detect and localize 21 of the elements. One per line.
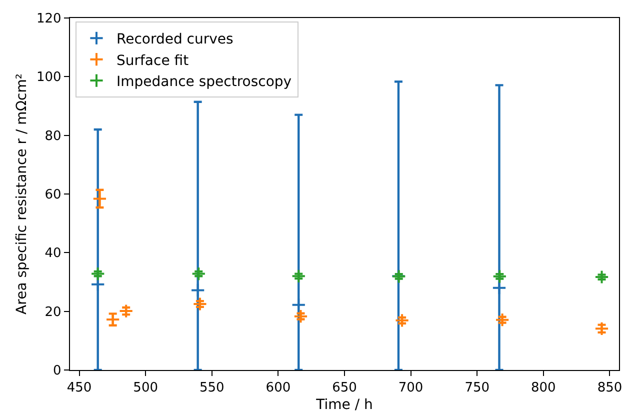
x-tick-label: 550 <box>199 380 224 396</box>
y-tick-label: 0 <box>53 364 62 379</box>
x-axis-title: Time / h <box>315 397 373 413</box>
x-tick-label: 750 <box>464 380 490 396</box>
x-tick-label: 800 <box>530 380 556 396</box>
y-tick-label: 100 <box>36 70 62 86</box>
x-tick-label: 700 <box>398 380 424 396</box>
y-tick-label: 80 <box>44 128 62 144</box>
y-tick-label: 20 <box>44 304 62 320</box>
legend-label: Recorded curves <box>116 32 234 48</box>
x-tick-label: 450 <box>66 380 92 396</box>
y-axis-title: Area specific resistance r / mΩcm² <box>14 74 30 314</box>
y-tick-label: 60 <box>44 188 62 203</box>
legend-label: Impedance spectroscopy <box>116 74 292 90</box>
legend-label: Surface fit <box>116 52 190 69</box>
x-tick-label: 500 <box>133 380 158 396</box>
x-tick-label: 600 <box>266 380 291 396</box>
x-tick-label: 850 <box>597 380 622 396</box>
y-tick-label: 120 <box>36 12 62 27</box>
y-tick-label: 40 <box>44 246 62 262</box>
x-tick-label: 650 <box>332 380 357 396</box>
